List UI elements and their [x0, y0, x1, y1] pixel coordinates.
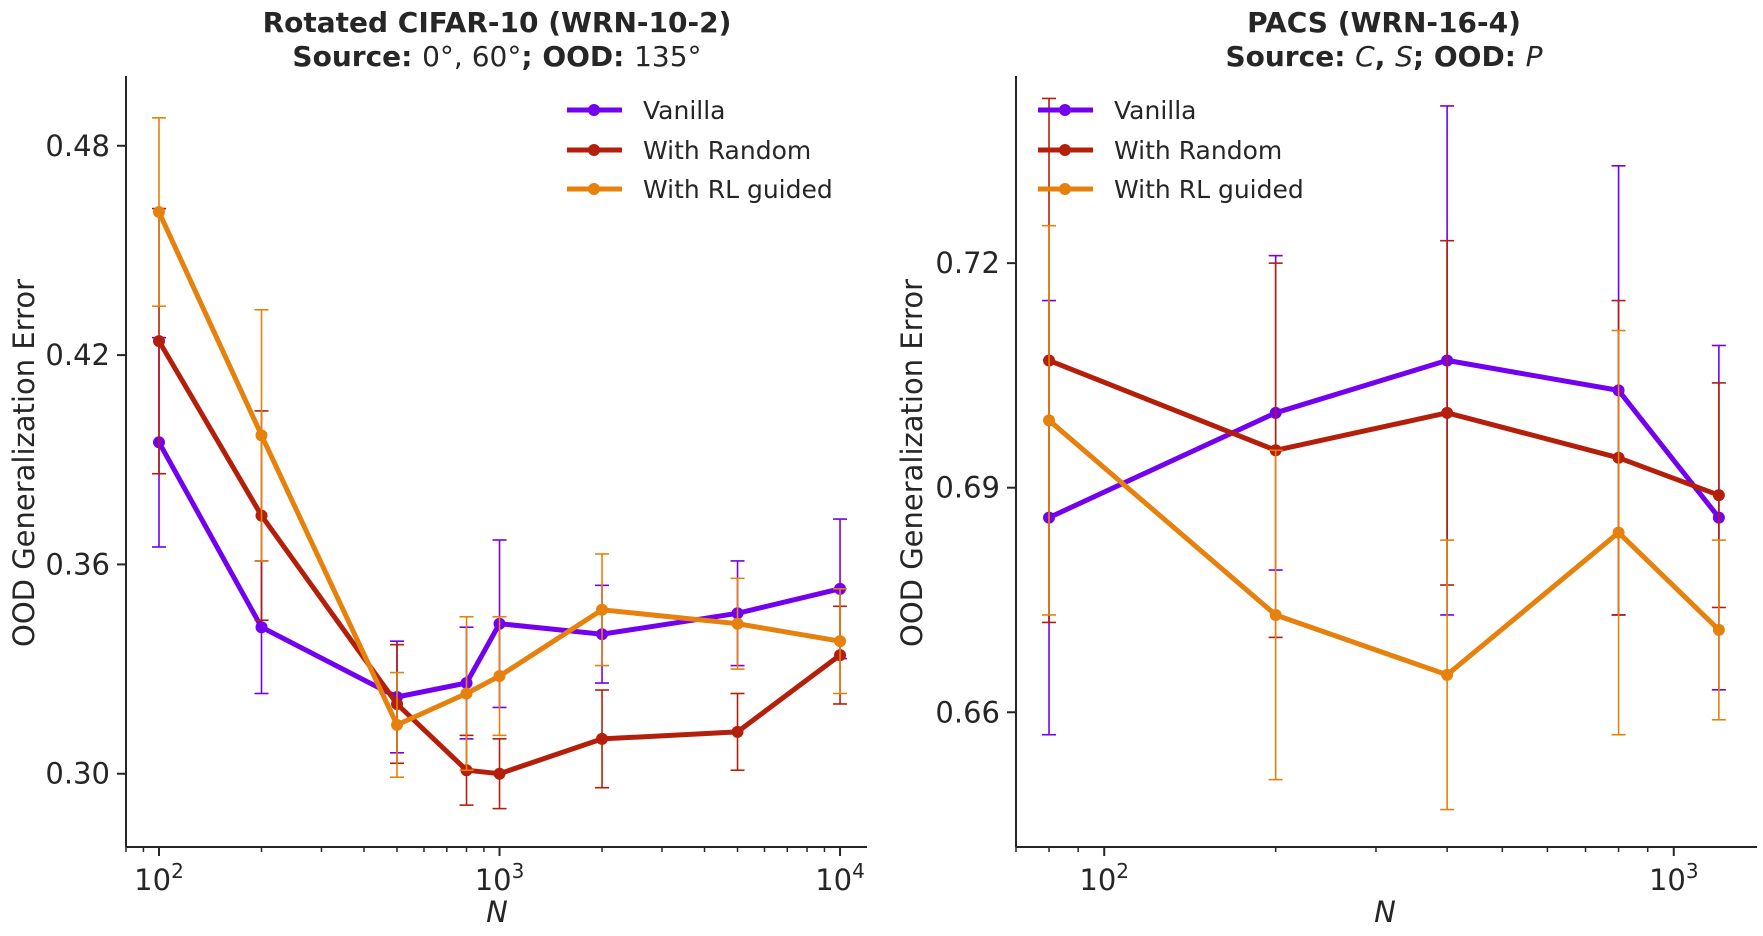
chart1-random-point — [596, 732, 609, 745]
chart1-subtitle: Source: 0°, 60°; OOD: 135° — [292, 40, 701, 73]
chart2-rl-point — [1043, 414, 1056, 427]
chart1-y-tick-label: 0.42 — [45, 338, 110, 372]
chart1-legend: Vanilla With Random With RL guided — [567, 96, 833, 204]
chart2-legend-vanilla-label: Vanilla — [1114, 96, 1196, 125]
chart1-title: Rotated CIFAR-10 (WRN-10-2) — [263, 6, 732, 39]
chart2-series — [1042, 97, 1726, 811]
chart2-legend-vanilla-marker — [1059, 104, 1071, 116]
chart1-y-tick-label: 0.48 — [45, 129, 110, 163]
chart2-random-point — [1441, 406, 1454, 419]
chart2-legend-rl-marker — [1059, 183, 1071, 195]
chart1-legend-rl-marker — [588, 183, 600, 195]
chart2-xlabel: N — [1374, 895, 1396, 929]
chart1-random-line — [156, 339, 842, 777]
chart2-series-rl — [1042, 224, 1726, 811]
chart1-x-tick-label: 102 — [134, 859, 184, 897]
chart1-rl-point — [731, 617, 744, 630]
chart1-random-point — [493, 767, 506, 780]
chart1-random-point — [152, 335, 165, 348]
chart2-legend-random-label: With Random — [1114, 136, 1282, 165]
chart1-rl-line — [156, 211, 841, 728]
chart2-rl-point — [1269, 608, 1282, 621]
chart1-series — [151, 117, 848, 810]
chart1-rl-point — [255, 429, 268, 442]
chart2-rl-point — [1712, 623, 1725, 636]
chart2-x-tick-label: 103 — [1649, 859, 1699, 897]
chart2-subtitle: Source: C, S; OOD: P — [1225, 40, 1542, 73]
chart1-vanilla-line — [156, 441, 841, 700]
chart1-rl-point — [596, 603, 609, 616]
chart1-legend-random-label: With Random — [643, 136, 811, 165]
chart2-rl-point — [1441, 668, 1454, 681]
chart1-legend-rl-label: With RL guided — [643, 175, 833, 204]
chart2-rl-point — [1612, 526, 1625, 539]
chart1-ticks: 0.30 0.36 0.42 0.48 102 103 104 — [45, 129, 864, 897]
chart1-vanilla-point — [255, 621, 268, 634]
chart1-series-rl — [151, 117, 848, 779]
chart1-x-tick-label: 104 — [815, 859, 865, 897]
chart1-legend-vanilla-label: Vanilla — [643, 96, 725, 125]
chart1-xlabel: N — [486, 895, 508, 929]
chart1-y-tick-label: 0.36 — [45, 547, 110, 581]
chart1-random-point — [731, 725, 744, 738]
chart1-legend-random-marker — [588, 144, 600, 156]
chart2-random-point — [1712, 489, 1725, 502]
chart2-legend-random-marker — [1059, 144, 1071, 156]
chart1-rl-point — [391, 718, 404, 731]
chart2-y-tick-label: 0.66 — [935, 695, 1000, 729]
chart1-y-tick-label: 0.30 — [45, 757, 110, 791]
chart2-ylabel: OOD Generalization Error — [895, 279, 929, 647]
chart2-y-tick-label: 0.72 — [935, 246, 1000, 280]
chart2-ticks: 0.66 0.69 0.72 102 103 — [935, 246, 1698, 897]
chart1-rl-point — [834, 635, 847, 648]
chart2-legend-rl-label: With RL guided — [1114, 175, 1304, 204]
chart1-rl-point — [460, 687, 473, 700]
chart1-legend-vanilla-marker — [588, 104, 600, 116]
chart1-rl-point — [152, 206, 165, 219]
chart2-title: PACS (WRN-16-4) — [1247, 6, 1521, 39]
chart2-x-tick-label: 102 — [1079, 859, 1129, 897]
chart1-rl-point — [493, 670, 506, 683]
chart1-ylabel: OOD Generalization Error — [7, 279, 41, 647]
chart2-y-tick-label: 0.69 — [935, 471, 1000, 505]
chart2-legend: Vanilla With Random With RL guided — [1038, 96, 1304, 204]
chart1-x-tick-label: 103 — [475, 859, 525, 897]
